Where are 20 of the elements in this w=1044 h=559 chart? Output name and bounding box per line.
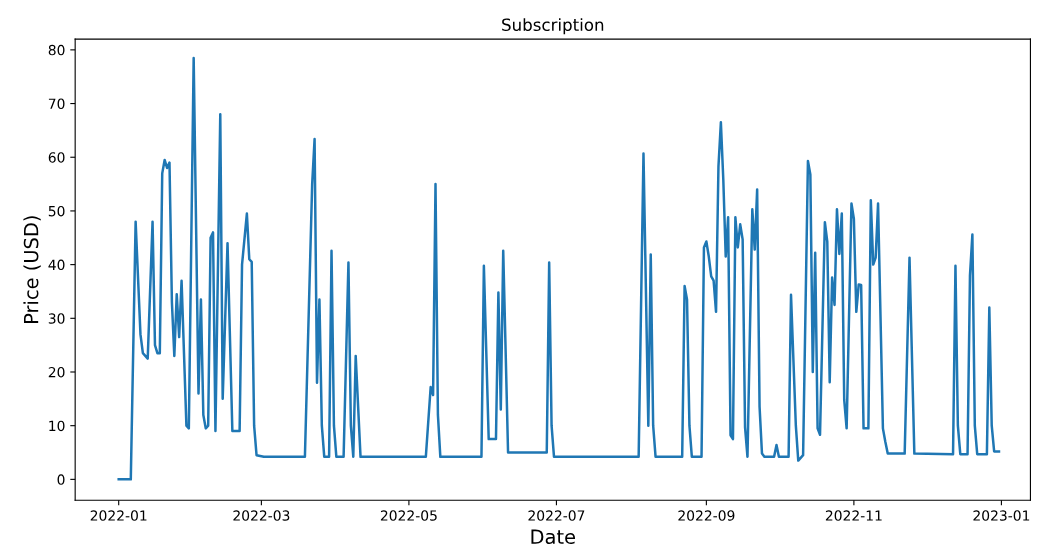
x-tick-label: 2022-07 — [528, 510, 585, 521]
x-tick-label: 2022-05 — [380, 510, 437, 521]
line-series — [117, 56, 1001, 481]
y-tick-label: 30 — [48, 313, 65, 324]
y-tick-label: 40 — [48, 259, 65, 271]
x-tick-label: 2023-01 — [973, 510, 1030, 521]
x-tick-label: 2022-01 — [90, 510, 147, 521]
x-tick-label: 2022-11 — [825, 510, 882, 521]
y-tick-label: 60 — [48, 152, 65, 163]
x-tick-label: 2022-03 — [233, 510, 290, 521]
y-tick-label: 10 — [49, 420, 65, 432]
y-tick-label: 50 — [48, 205, 65, 217]
y-tick-label: 20 — [48, 366, 65, 378]
y-tick-label: 70 — [48, 98, 65, 110]
y-tick-label: 80 — [48, 44, 65, 56]
y-tick-label: 0 — [57, 474, 65, 485]
y-axis-title: Price (USD) — [23, 216, 41, 323]
x-axis-title: Date — [531, 529, 575, 545]
x-tick-label: 2022-09 — [678, 510, 735, 521]
chart-title: Subscription — [502, 18, 604, 35]
